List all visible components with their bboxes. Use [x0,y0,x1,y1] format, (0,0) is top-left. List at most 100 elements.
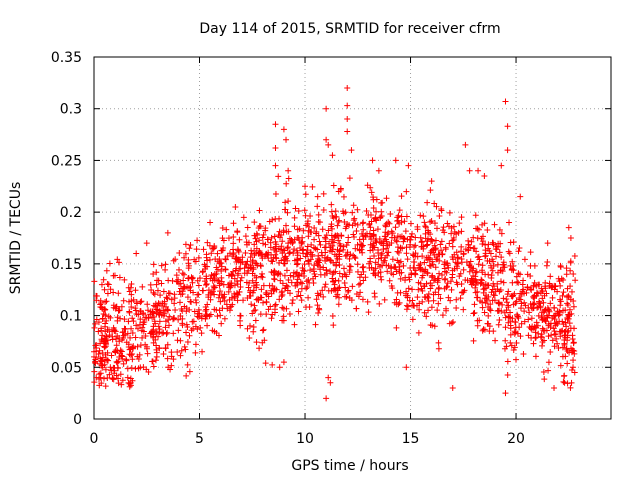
data-point [498,267,505,274]
data-point [527,249,534,256]
data-point [517,271,524,278]
data-point [255,250,262,257]
data-point [539,295,546,302]
data-point [170,330,177,337]
data-point [474,317,481,324]
data-point [423,242,430,249]
data-point [511,330,518,337]
data-point [208,250,215,257]
data-point [432,245,439,252]
data-point [485,245,492,252]
data-point [211,284,218,291]
data-point [127,284,134,291]
data-point [349,209,356,216]
data-point [213,270,220,277]
data-point [237,283,244,290]
data-point [337,185,344,192]
data-point [116,274,123,281]
data-point [303,278,310,285]
data-point [135,365,142,372]
data-point [115,290,122,297]
data-point [405,162,412,169]
data-point [481,285,488,292]
data-point [435,339,442,346]
data-point [256,207,263,214]
data-point [183,305,190,312]
data-point [351,215,358,222]
data-point [336,284,343,291]
data-point [572,277,579,284]
data-point [553,335,560,342]
data-point [139,283,146,290]
data-point [222,256,229,263]
data-point [327,379,334,386]
data-point [494,280,501,287]
data-point [485,312,492,319]
data-point [421,219,428,226]
data-point [194,310,201,317]
data-point [271,306,278,313]
data-point [435,300,442,307]
data-point [530,340,537,347]
data-point [186,368,193,375]
data-point [207,219,214,226]
data-point [521,318,528,325]
data-point [422,224,429,231]
data-point [335,301,342,308]
data-point [435,285,442,292]
data-point [323,105,330,112]
data-point [472,284,479,291]
data-point [139,334,146,341]
data-point [128,297,135,304]
data-point [118,381,125,388]
data-point [100,276,107,283]
data-point [184,338,191,345]
data-point [348,147,355,154]
data-point [304,218,311,225]
data-point [396,207,403,214]
data-point [336,270,343,277]
data-point [285,244,292,251]
data-point [159,302,166,309]
data-point [421,309,428,316]
data-point [322,244,329,251]
data-point [472,273,479,280]
data-point [538,285,545,292]
data-point [548,284,555,291]
data-point [357,241,364,248]
data-point [101,344,108,351]
data-point [245,267,252,274]
data-point [520,277,527,284]
data-point [237,317,244,324]
data-point [147,311,154,318]
data-point [516,324,523,331]
data-point [432,264,439,271]
data-point [370,267,377,274]
data-point [264,251,271,258]
data-point [505,288,512,295]
data-point [521,299,528,306]
data-point [329,242,336,249]
data-point [104,375,111,382]
data-point [521,256,528,263]
data-point [245,239,252,246]
data-point [437,241,444,248]
data-point [383,262,390,269]
data-point [307,212,314,219]
data-point [307,267,314,274]
data-point [470,310,477,317]
data-point [235,270,242,277]
data-point [186,245,193,252]
data-point [448,286,455,293]
data-point [282,206,289,213]
data-point [434,279,441,286]
y-tick-label: 0.05 [51,360,82,376]
data-point [205,294,212,301]
data-point [306,223,313,230]
data-point [101,335,108,342]
data-point [443,284,450,291]
data-point [431,323,438,330]
data-point [427,187,434,194]
data-point [540,368,547,375]
data-point [370,204,377,211]
